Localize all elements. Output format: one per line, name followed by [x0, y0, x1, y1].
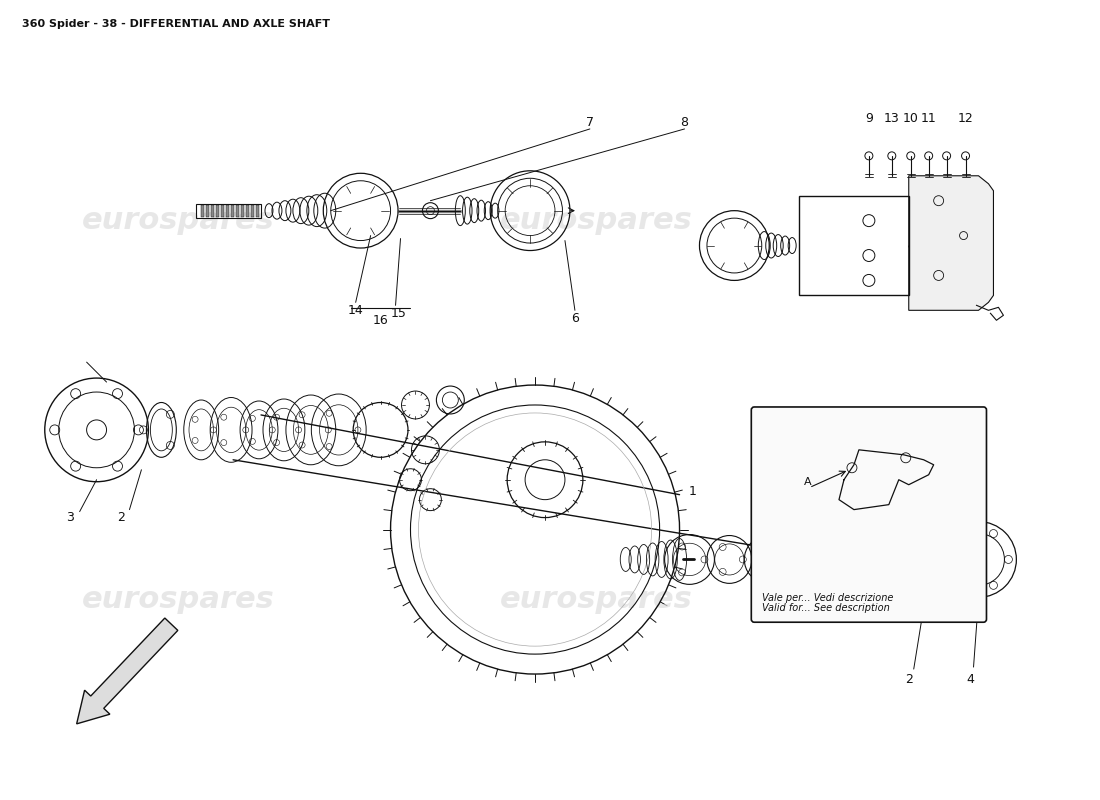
Text: 13: 13 — [884, 113, 900, 126]
Text: 15: 15 — [390, 307, 407, 320]
Text: 2: 2 — [118, 511, 125, 524]
Bar — [251, 205, 254, 217]
Text: Vale per... Vedi descrizione: Vale per... Vedi descrizione — [762, 594, 893, 603]
Bar — [206, 205, 209, 217]
FancyArrow shape — [77, 618, 178, 724]
Text: 6: 6 — [571, 312, 579, 325]
Text: Valid for... See description: Valid for... See description — [762, 603, 890, 614]
Bar — [221, 205, 224, 217]
Text: 360 Spider - 38 - DIFFERENTIAL AND AXLE SHAFT: 360 Spider - 38 - DIFFERENTIAL AND AXLE … — [22, 19, 330, 30]
Text: 11: 11 — [921, 113, 936, 126]
Bar — [211, 205, 215, 217]
Bar — [246, 205, 249, 217]
Text: 8: 8 — [681, 117, 689, 130]
Bar — [256, 205, 258, 217]
Text: A: A — [804, 477, 812, 486]
FancyBboxPatch shape — [751, 407, 987, 622]
Text: eurospares: eurospares — [500, 206, 693, 235]
Text: eurospares: eurospares — [81, 585, 274, 614]
Text: 16: 16 — [373, 314, 388, 326]
Text: 1: 1 — [689, 485, 696, 498]
Text: 9: 9 — [865, 113, 872, 126]
Text: 4: 4 — [967, 673, 975, 686]
Text: eurospares: eurospares — [81, 206, 274, 235]
Bar — [201, 205, 205, 217]
Bar — [799, 196, 909, 295]
Text: 2: 2 — [905, 673, 913, 686]
Polygon shape — [909, 176, 993, 310]
Text: 12: 12 — [958, 113, 974, 126]
Bar — [227, 205, 229, 217]
Text: 14: 14 — [348, 304, 364, 317]
Bar — [231, 205, 234, 217]
Text: 10: 10 — [903, 113, 918, 126]
Text: eurospares: eurospares — [500, 585, 693, 614]
Text: 3: 3 — [66, 511, 74, 524]
Bar — [241, 205, 244, 217]
Text: 5: 5 — [882, 458, 890, 471]
Bar — [217, 205, 219, 217]
Bar — [196, 204, 261, 218]
Bar — [236, 205, 239, 217]
Text: 17: 17 — [866, 578, 882, 591]
Text: 7: 7 — [586, 117, 594, 130]
